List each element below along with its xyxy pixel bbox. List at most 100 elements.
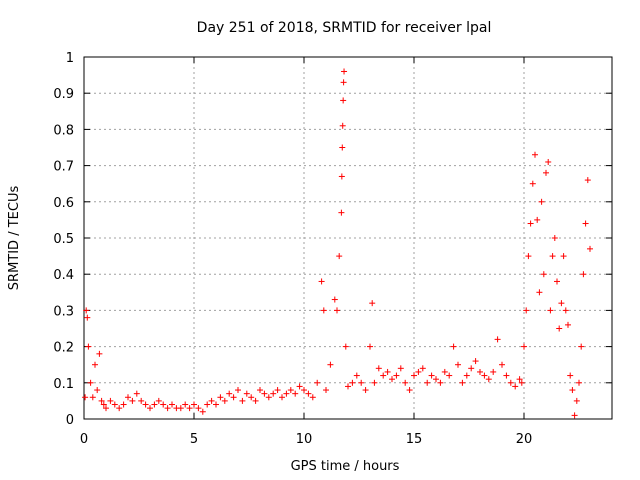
data-point xyxy=(160,401,167,408)
data-point xyxy=(331,296,338,303)
data-point xyxy=(221,397,228,404)
x-tick-label: 15 xyxy=(406,432,423,447)
data-point xyxy=(265,394,272,401)
data-point xyxy=(578,343,585,350)
data-point xyxy=(529,180,536,187)
data-point xyxy=(567,372,574,379)
data-point xyxy=(507,379,514,386)
data-point xyxy=(437,379,444,386)
data-point xyxy=(503,372,510,379)
data-point xyxy=(270,390,277,397)
data-point xyxy=(107,397,114,404)
data-point xyxy=(235,387,241,394)
data-point xyxy=(96,350,103,357)
data-point xyxy=(296,383,303,390)
x-tick-label: 5 xyxy=(190,432,198,447)
data-point xyxy=(545,158,552,165)
y-tick-label: 0 xyxy=(66,413,74,428)
data-point xyxy=(349,379,356,386)
data-point xyxy=(283,390,290,397)
data-point xyxy=(169,401,175,408)
data-point xyxy=(133,390,140,397)
y-axis-label: SRMTID / TECUs xyxy=(7,186,22,291)
data-point xyxy=(274,387,281,394)
data-point xyxy=(164,405,171,412)
data-point xyxy=(402,379,409,386)
data-point xyxy=(98,397,105,404)
data-point xyxy=(287,387,294,394)
data-point xyxy=(177,405,184,412)
data-point xyxy=(573,397,580,404)
data-point xyxy=(584,177,591,184)
data-point xyxy=(367,343,373,350)
data-point xyxy=(345,383,351,390)
data-point xyxy=(523,307,530,314)
data-point xyxy=(415,368,422,375)
data-point xyxy=(305,390,312,397)
data-point xyxy=(393,372,400,379)
y-tick-label: 0.8 xyxy=(53,123,74,138)
data-point xyxy=(84,314,91,321)
y-tick-label: 0.7 xyxy=(53,160,74,175)
data-point xyxy=(446,372,453,379)
data-point xyxy=(230,394,237,401)
data-point xyxy=(340,79,347,86)
data-point xyxy=(334,307,340,314)
x-tick-label: 10 xyxy=(296,432,313,447)
data-point xyxy=(369,300,376,307)
grid xyxy=(84,57,612,419)
data-point xyxy=(433,376,439,383)
data-point xyxy=(450,343,457,350)
data-point xyxy=(314,379,321,386)
data-point xyxy=(532,151,538,158)
data-point xyxy=(239,397,246,404)
data-point xyxy=(342,343,349,350)
data-point xyxy=(556,325,563,332)
data-point xyxy=(83,307,90,314)
data-point xyxy=(459,379,466,386)
data-point xyxy=(248,394,255,401)
data-point xyxy=(120,401,127,408)
axis-ticks: 00.10.20.30.40.50.60.70.80.910 5 10 15 20 xyxy=(53,51,612,447)
data-point xyxy=(554,278,560,285)
data-point xyxy=(389,376,395,383)
data-point xyxy=(371,379,378,386)
data-point xyxy=(261,390,268,397)
data-point xyxy=(560,253,567,260)
data-point xyxy=(252,397,259,404)
data-point xyxy=(103,405,109,412)
data-point xyxy=(138,397,145,404)
data-point xyxy=(341,68,348,75)
data-point xyxy=(411,372,417,379)
data-point xyxy=(571,412,578,419)
data-point xyxy=(116,405,123,412)
data-point xyxy=(543,169,549,176)
data-point xyxy=(362,387,369,394)
data-point xyxy=(94,387,101,394)
data-point xyxy=(540,271,547,278)
data-point xyxy=(397,365,404,372)
data-point xyxy=(521,343,527,350)
data-point xyxy=(186,405,193,412)
x-axis-label: GPS time / hours xyxy=(291,459,400,474)
data-point xyxy=(155,397,162,404)
y-tick-label: 0.9 xyxy=(53,87,74,102)
plot-frame xyxy=(83,56,613,420)
data-point xyxy=(569,387,576,394)
data-point xyxy=(318,278,325,285)
data-point xyxy=(151,401,158,408)
data-point xyxy=(525,253,532,260)
data-point xyxy=(406,387,413,394)
y-tick-label: 0.4 xyxy=(53,268,74,283)
data-point xyxy=(582,220,589,227)
data-point xyxy=(380,372,387,379)
data-point xyxy=(353,372,360,379)
data-point xyxy=(455,361,461,368)
data-point xyxy=(195,405,202,412)
x-tick-label: 20 xyxy=(516,432,533,447)
data-point xyxy=(279,394,285,401)
data-point xyxy=(499,361,505,368)
x-tick-label: 0 xyxy=(80,432,88,447)
y-tick-label: 0.6 xyxy=(53,196,74,211)
data-point xyxy=(536,289,543,296)
